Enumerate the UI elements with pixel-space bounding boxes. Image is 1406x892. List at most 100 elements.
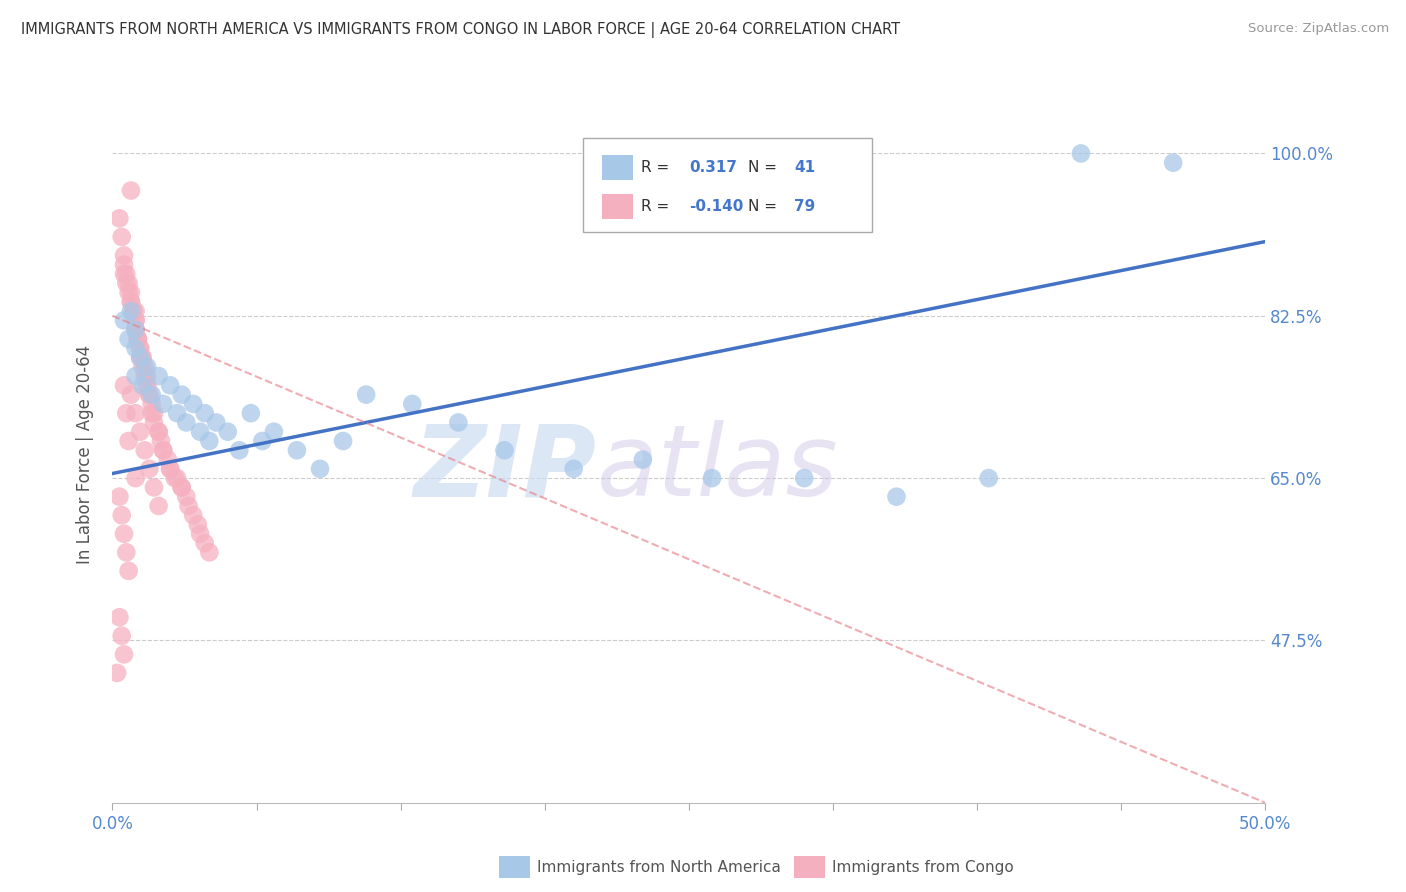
Point: [122, 304, 145, 318]
Point: [217, 425, 239, 439]
Point: [105, 665, 128, 680]
Point: [181, 508, 204, 523]
Text: 79: 79: [794, 200, 815, 214]
Text: Immigrants from Congo: Immigrants from Congo: [832, 860, 1014, 874]
Point: [141, 406, 163, 420]
Point: [129, 425, 152, 439]
Point: [194, 406, 217, 420]
Point: [124, 406, 146, 420]
Point: [117, 285, 139, 300]
Point: [187, 517, 209, 532]
Point: [112, 313, 135, 327]
Point: [309, 462, 332, 476]
Text: R =: R =: [641, 161, 675, 175]
Point: [129, 341, 152, 355]
Point: [117, 332, 139, 346]
Point: [136, 378, 159, 392]
Text: 0.317: 0.317: [689, 161, 737, 175]
Point: [148, 425, 170, 439]
Point: [129, 341, 152, 355]
Point: [1161, 155, 1184, 169]
Point: [112, 267, 135, 281]
Point: [143, 406, 166, 420]
Text: N =: N =: [748, 161, 782, 175]
Point: [131, 351, 153, 365]
Point: [141, 387, 163, 401]
Point: [177, 499, 200, 513]
Text: Immigrants from North America: Immigrants from North America: [537, 860, 780, 874]
Point: [134, 359, 156, 374]
Point: [138, 387, 160, 401]
Point: [124, 313, 146, 327]
Point: [136, 369, 159, 384]
Point: [129, 351, 152, 365]
Point: [111, 230, 134, 244]
Point: [332, 434, 354, 448]
Point: [124, 313, 146, 327]
Point: [1070, 146, 1092, 161]
Point: [152, 443, 174, 458]
Point: [131, 378, 153, 392]
Point: [108, 610, 131, 624]
Point: [148, 499, 170, 513]
Point: [108, 211, 131, 226]
Point: [122, 304, 145, 318]
Text: 41: 41: [794, 161, 815, 175]
Point: [120, 294, 142, 309]
Point: [112, 258, 135, 272]
Point: [120, 387, 142, 401]
Point: [117, 434, 139, 448]
Point: [149, 434, 172, 448]
Point: [163, 471, 186, 485]
Point: [141, 397, 163, 411]
Point: [112, 378, 135, 392]
Point: [166, 406, 188, 420]
Text: IMMIGRANTS FROM NORTH AMERICA VS IMMIGRANTS FROM CONGO IN LABOR FORCE | AGE 20-6: IMMIGRANTS FROM NORTH AMERICA VS IMMIGRA…: [21, 22, 900, 38]
Point: [127, 332, 149, 346]
Point: [115, 545, 138, 559]
Point: [494, 443, 516, 458]
Point: [134, 443, 156, 458]
Point: [117, 564, 139, 578]
Text: atlas: atlas: [596, 420, 838, 517]
Point: [239, 406, 262, 420]
Point: [120, 184, 142, 198]
Point: [194, 536, 217, 550]
Point: [115, 406, 138, 420]
Point: [188, 526, 211, 541]
Point: [120, 294, 142, 309]
Point: [228, 443, 250, 458]
Point: [156, 452, 179, 467]
Point: [205, 416, 228, 430]
Point: [174, 490, 197, 504]
Point: [285, 443, 308, 458]
Point: [148, 369, 170, 384]
Point: [631, 452, 654, 467]
Text: -0.140: -0.140: [689, 200, 744, 214]
Point: [138, 387, 160, 401]
Point: [115, 267, 138, 281]
Point: [117, 277, 139, 291]
Point: [174, 416, 197, 430]
Point: [159, 462, 181, 476]
Point: [112, 648, 135, 662]
Point: [131, 351, 153, 365]
Point: [124, 369, 146, 384]
Point: [111, 508, 134, 523]
Point: [120, 304, 142, 318]
Point: [354, 387, 377, 401]
Point: [127, 332, 149, 346]
Point: [170, 480, 193, 494]
Point: [166, 471, 188, 485]
Point: [152, 443, 174, 458]
Text: R =: R =: [641, 200, 675, 214]
Point: [124, 323, 146, 337]
Point: [111, 629, 134, 643]
Point: [143, 416, 166, 430]
Point: [252, 434, 274, 448]
Point: [134, 369, 156, 384]
Point: [124, 323, 146, 337]
Point: [115, 277, 138, 291]
Point: [148, 425, 170, 439]
Point: [886, 490, 908, 504]
